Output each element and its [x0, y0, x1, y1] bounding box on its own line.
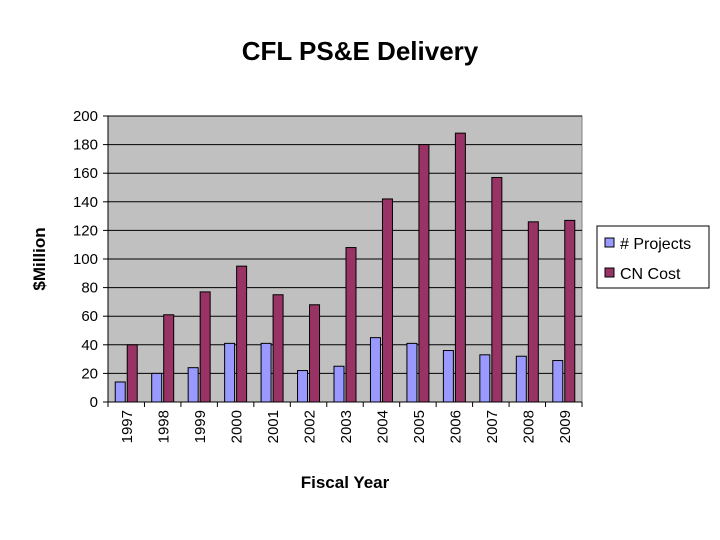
bar-projects [515, 355, 527, 403]
bar-cn-cost [418, 144, 430, 403]
bar-cn-cost [309, 304, 321, 403]
x-tick-label: 1999 [192, 410, 209, 443]
y-tick-label: 100 [73, 251, 98, 268]
y-tick-label: 60 [81, 308, 98, 325]
bar-cn-cost [381, 198, 393, 403]
x-tick-label: 2007 [484, 410, 501, 443]
y-axis-title: $Million [30, 227, 49, 290]
y-tick-label: 200 [73, 108, 98, 125]
bar-cn-cost [236, 265, 248, 403]
bar-cn-cost [527, 221, 539, 403]
y-tick-label: 120 [73, 222, 98, 239]
bar-cn-cost [272, 294, 284, 403]
x-axis-title: Fiscal Year [301, 473, 390, 492]
bar-projects [333, 365, 345, 403]
legend-label-projects: # Projects [620, 236, 691, 253]
bar-cn-cost [199, 291, 211, 403]
chart-title: CFL PS&E Delivery [242, 36, 479, 66]
y-tick-label: 140 [73, 194, 98, 211]
bar-projects [552, 360, 564, 403]
x-tick-label: 2006 [447, 410, 464, 443]
bar-projects [369, 337, 381, 403]
x-tick-label: 2003 [338, 410, 355, 443]
x-tick-label: 2000 [229, 410, 246, 443]
y-axis-ticks: 0 20 40 60 80 100 120 140 160 180 200 [73, 108, 582, 411]
bar-projects [114, 381, 126, 403]
x-tick-label: 1997 [119, 410, 136, 443]
x-tick-label: 1998 [156, 410, 173, 443]
x-tick-label: 2009 [557, 410, 574, 443]
x-tick-label: 2004 [374, 410, 391, 443]
legend: # Projects CN Cost [596, 225, 710, 289]
legend-swatch-cn-cost [604, 267, 615, 278]
bar-projects [260, 342, 272, 403]
bars [114, 132, 576, 403]
y-tick-label: 40 [81, 337, 98, 354]
legend-swatch-projects [604, 237, 615, 248]
bar-cn-cost [564, 219, 576, 403]
bar-projects [406, 342, 418, 403]
bar-projects [442, 350, 454, 403]
bar-cn-cost [163, 314, 175, 403]
bar-projects [224, 342, 236, 403]
bar-cn-cost [491, 176, 503, 403]
y-tick-label: 20 [81, 365, 98, 382]
y-tick-label: 0 [90, 394, 98, 411]
bar-projects [151, 372, 163, 403]
bar-projects [297, 370, 309, 403]
y-tick-label: 160 [73, 165, 98, 182]
x-tick-label: 2001 [265, 410, 282, 443]
y-tick-label: 80 [81, 280, 98, 297]
legend-label-cn-cost: CN Cost [620, 266, 681, 283]
x-tick-label: 2002 [302, 410, 319, 443]
legend-box [596, 225, 710, 289]
y-tick-label: 180 [73, 137, 98, 154]
x-axis-ticks: 1997 1998 1999 2000 2001 2002 2003 2004 2005 2006… [107, 402, 583, 443]
bar-cn-cost [126, 344, 138, 403]
bar-cn-cost [454, 132, 466, 403]
bar-cn-cost [345, 247, 357, 403]
bar-projects [479, 354, 491, 403]
x-tick-label: 2008 [520, 410, 537, 443]
bar-projects [187, 367, 199, 403]
x-tick-label: 2005 [411, 410, 428, 443]
